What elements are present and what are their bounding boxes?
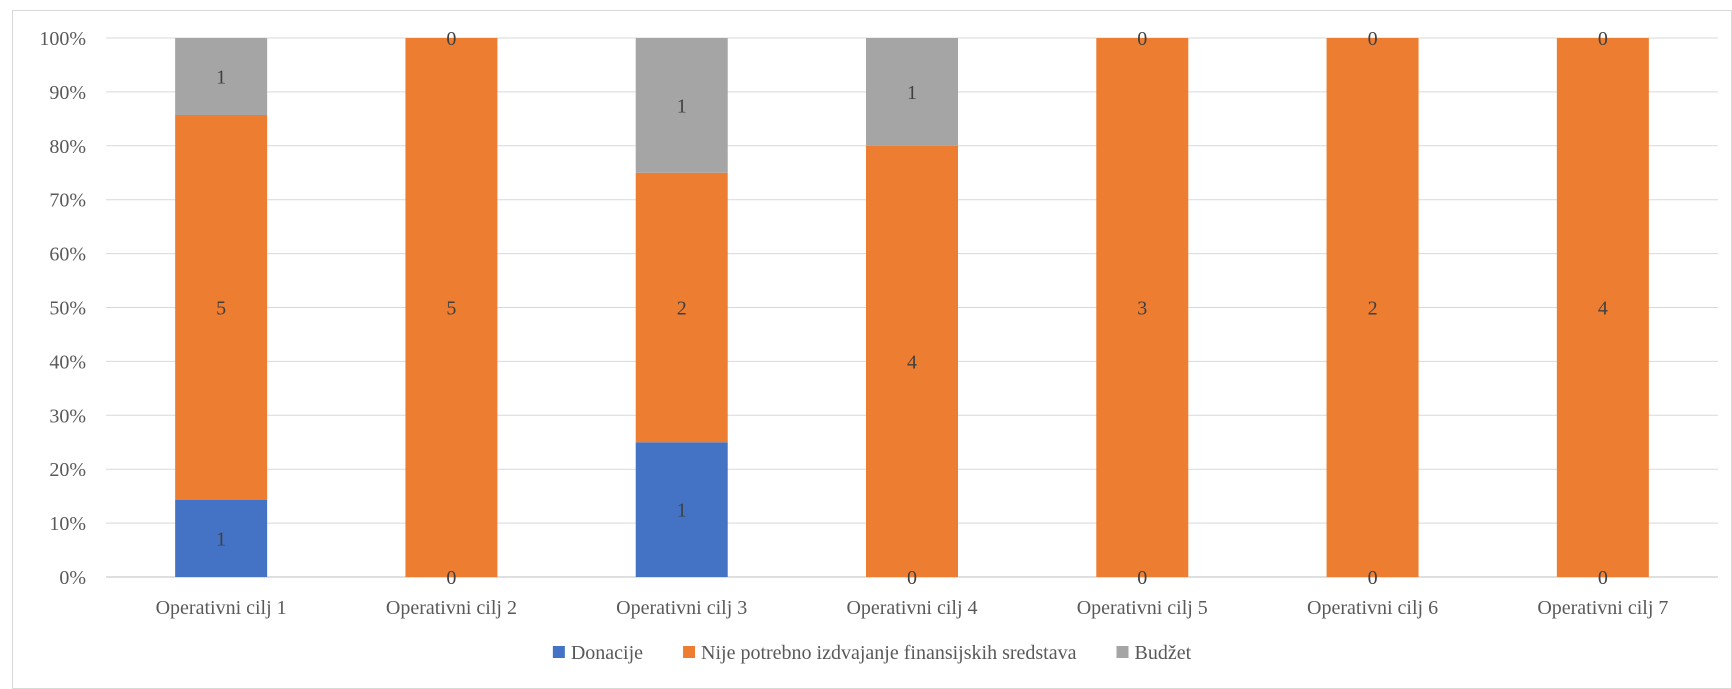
data-label: 3	[1137, 298, 1147, 320]
y-tick-label: 60%	[49, 244, 86, 266]
data-label: 5	[216, 298, 226, 320]
x-tick-label: Operativni cilj 4	[846, 597, 977, 619]
bar-segment	[1096, 38, 1189, 577]
y-tick-label: 50%	[49, 298, 86, 320]
data-label: 0	[446, 567, 456, 589]
bar-segment	[866, 38, 958, 146]
legend-label: Nije potrebno izdvajanje finansijskih sr…	[701, 642, 1077, 664]
bar-segment	[405, 38, 498, 577]
data-label: 0	[1137, 567, 1147, 589]
data-label: 1	[216, 529, 226, 551]
x-tick-label: Operativni cilj 1	[156, 597, 287, 619]
x-tick-label: Operativni cilj 5	[1077, 597, 1208, 619]
bar-segment	[866, 145, 958, 578]
x-axis: Operativni cilj 1 Operativni cilj 2 Operat…	[156, 597, 1669, 619]
x-tick-label: Operativni cilj 7	[1537, 597, 1668, 619]
data-label: 0	[1368, 567, 1378, 589]
data-label: 4	[1598, 298, 1608, 320]
data-label: 1	[677, 500, 687, 522]
bar-segment	[1556, 38, 1649, 577]
bar-segment	[635, 38, 728, 173]
legend: Donacije Nije potrebno izdvajanje finansi…	[552, 642, 1192, 664]
data-label: 0	[1598, 28, 1608, 50]
y-axis: 0% 10% 20% 30% 40% 50% 60% 70% 80% 90% 100%	[39, 28, 86, 589]
data-label: 0	[446, 28, 456, 50]
bar-segment	[175, 500, 268, 577]
bars	[175, 38, 1649, 578]
y-tick-label: 10%	[49, 513, 86, 535]
y-tick-label: 40%	[49, 351, 86, 373]
x-tick-label: Operativni cilj 2	[386, 597, 517, 619]
y-tick-label: 80%	[49, 136, 86, 158]
data-label: 1	[216, 67, 226, 89]
y-tick-label: 90%	[49, 82, 86, 104]
bar-segment	[175, 115, 268, 500]
y-tick-label: 100%	[39, 28, 86, 50]
bar-segment	[635, 442, 728, 577]
data-label: 5	[446, 298, 456, 320]
legend-label: Budžet	[1134, 642, 1191, 664]
data-label: 0	[1598, 567, 1608, 589]
data-label: 1	[907, 82, 917, 104]
y-tick-label: 0%	[59, 567, 86, 589]
data-label: 2	[677, 298, 687, 320]
data-label: 4	[907, 351, 917, 373]
bar-segment	[635, 172, 728, 443]
y-tick-label: 70%	[49, 190, 86, 212]
legend-swatch	[1116, 646, 1129, 658]
bar-segment	[175, 38, 268, 115]
data-label: 2	[1368, 298, 1378, 320]
x-tick-label: Operativni cilj 6	[1307, 597, 1438, 619]
data-label: 0	[907, 567, 917, 589]
y-tick-label: 20%	[49, 459, 86, 481]
data-label: 1	[677, 95, 687, 117]
data-label: 0	[1368, 28, 1378, 50]
legend-swatch	[683, 646, 696, 658]
data-label: 0	[1137, 28, 1147, 50]
x-tick-label: Operativni cilj 3	[616, 597, 747, 619]
bar-segment	[1326, 38, 1419, 577]
legend-label: Donacije	[571, 642, 643, 664]
y-tick-label: 30%	[49, 405, 86, 427]
legend-swatch	[552, 646, 565, 658]
